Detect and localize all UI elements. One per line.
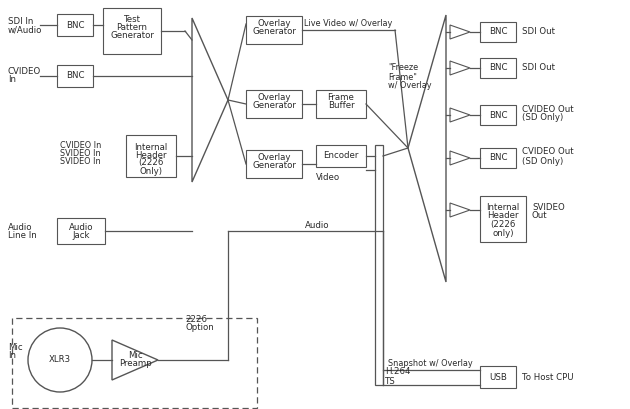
Text: Frame": Frame" <box>388 72 417 81</box>
Text: USB: USB <box>489 373 507 382</box>
Polygon shape <box>450 25 470 39</box>
Text: (SD Only): (SD Only) <box>522 157 563 166</box>
Text: Jack: Jack <box>72 231 89 240</box>
Bar <box>480 58 516 78</box>
Polygon shape <box>450 61 470 75</box>
Bar <box>246 150 302 178</box>
Text: TS: TS <box>385 377 396 386</box>
Text: Option: Option <box>185 324 214 333</box>
Text: Header: Header <box>135 151 167 160</box>
Polygon shape <box>408 15 446 282</box>
Bar <box>480 366 516 388</box>
Text: SDI Out: SDI Out <box>522 27 555 36</box>
Text: Pattern: Pattern <box>117 22 147 31</box>
Text: Out: Out <box>532 211 547 220</box>
Text: BNC: BNC <box>489 27 507 36</box>
Polygon shape <box>112 340 158 380</box>
Text: Encoder: Encoder <box>323 151 358 160</box>
Text: Header: Header <box>487 211 518 220</box>
Text: Audio: Audio <box>69 222 93 231</box>
Text: SDI Out: SDI Out <box>522 63 555 72</box>
Bar <box>480 148 516 168</box>
Bar <box>246 90 302 118</box>
Text: SVIDEO In: SVIDEO In <box>60 157 101 166</box>
Text: BNC: BNC <box>66 72 84 81</box>
Text: H.264: H.264 <box>385 368 411 377</box>
Bar <box>375 145 383 385</box>
Text: Generator: Generator <box>252 101 296 110</box>
Text: Preamp: Preamp <box>118 360 151 369</box>
Text: w/Audio: w/Audio <box>8 25 42 34</box>
Text: Live Video w/ Overlay: Live Video w/ Overlay <box>304 18 392 27</box>
Text: CVIDEO Out: CVIDEO Out <box>522 105 574 114</box>
Text: 2226: 2226 <box>185 315 207 324</box>
Text: Generator: Generator <box>252 27 296 36</box>
Text: CVIDEO In: CVIDEO In <box>60 141 101 150</box>
Text: Generator: Generator <box>110 31 154 40</box>
Text: "Freeze: "Freeze <box>388 63 418 72</box>
Bar <box>12 318 257 408</box>
Text: w/ Overlay: w/ Overlay <box>388 81 432 90</box>
Bar <box>126 135 176 177</box>
Bar <box>316 90 366 118</box>
Bar <box>480 196 526 242</box>
Bar <box>57 14 93 36</box>
Text: only): only) <box>492 229 513 238</box>
Text: Buffer: Buffer <box>328 101 354 110</box>
Text: BNC: BNC <box>66 20 84 29</box>
Polygon shape <box>450 108 470 122</box>
Text: (2226: (2226 <box>139 159 164 168</box>
Text: In: In <box>8 76 16 85</box>
Text: XLR3: XLR3 <box>49 355 71 364</box>
Text: Overlay: Overlay <box>257 20 291 29</box>
Text: BNC: BNC <box>489 63 507 72</box>
Text: To Host CPU: To Host CPU <box>522 373 574 382</box>
Text: CVIDEO Out: CVIDEO Out <box>522 148 574 157</box>
Text: BNC: BNC <box>489 153 507 162</box>
Text: Test: Test <box>123 14 140 23</box>
Text: Internal: Internal <box>134 142 168 151</box>
Text: Line In: Line In <box>8 231 37 240</box>
Text: (SD Only): (SD Only) <box>522 114 563 123</box>
Text: Mic: Mic <box>8 342 23 351</box>
Bar <box>246 16 302 44</box>
Text: CVIDEO: CVIDEO <box>8 67 41 76</box>
Bar <box>103 8 161 54</box>
Text: Frame: Frame <box>328 94 355 103</box>
Bar <box>57 65 93 87</box>
Text: Overlay: Overlay <box>257 94 291 103</box>
Polygon shape <box>192 18 228 182</box>
Text: (2226: (2226 <box>490 220 516 229</box>
Text: Snapshot w/ Overlay: Snapshot w/ Overlay <box>387 359 472 368</box>
Text: SVIDEO In: SVIDEO In <box>60 148 101 157</box>
Text: Internal: Internal <box>486 202 520 211</box>
Text: SVIDEO: SVIDEO <box>532 202 564 211</box>
Bar <box>316 145 366 167</box>
Text: Mic: Mic <box>128 351 142 360</box>
Bar <box>57 218 105 244</box>
Polygon shape <box>450 203 470 217</box>
Bar <box>480 105 516 125</box>
Polygon shape <box>450 151 470 165</box>
Text: Only): Only) <box>139 166 163 175</box>
Text: Audio: Audio <box>305 220 329 229</box>
Text: BNC: BNC <box>489 110 507 119</box>
Text: SDI In: SDI In <box>8 18 33 27</box>
Text: Video: Video <box>316 173 340 182</box>
Text: In: In <box>8 351 16 360</box>
Text: Generator: Generator <box>252 162 296 171</box>
Text: Overlay: Overlay <box>257 153 291 162</box>
Text: Audio: Audio <box>8 223 33 232</box>
Bar <box>480 22 516 42</box>
